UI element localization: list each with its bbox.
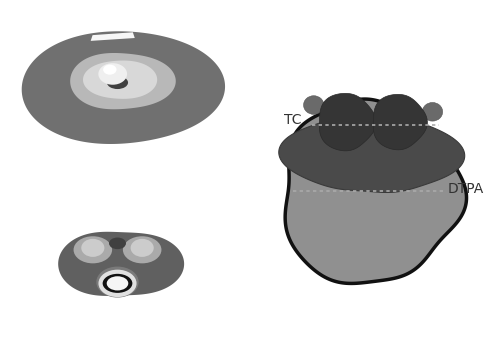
Polygon shape — [22, 31, 225, 144]
Polygon shape — [320, 93, 376, 151]
Polygon shape — [374, 94, 428, 150]
Polygon shape — [70, 53, 176, 109]
Ellipse shape — [74, 236, 112, 263]
Text: DTPA: DTPA — [448, 182, 484, 195]
Ellipse shape — [107, 76, 128, 89]
Ellipse shape — [109, 238, 126, 249]
Ellipse shape — [96, 266, 138, 297]
Ellipse shape — [123, 236, 162, 263]
Polygon shape — [279, 115, 464, 193]
Ellipse shape — [422, 102, 442, 121]
Text: TC: TC — [284, 113, 302, 127]
Circle shape — [103, 65, 117, 75]
Ellipse shape — [304, 96, 324, 114]
Polygon shape — [90, 32, 135, 41]
Ellipse shape — [82, 239, 104, 257]
Ellipse shape — [106, 276, 128, 290]
Circle shape — [98, 63, 127, 85]
Polygon shape — [83, 61, 157, 99]
Polygon shape — [285, 99, 467, 283]
Ellipse shape — [130, 239, 154, 257]
Polygon shape — [58, 232, 184, 296]
Ellipse shape — [100, 272, 134, 295]
